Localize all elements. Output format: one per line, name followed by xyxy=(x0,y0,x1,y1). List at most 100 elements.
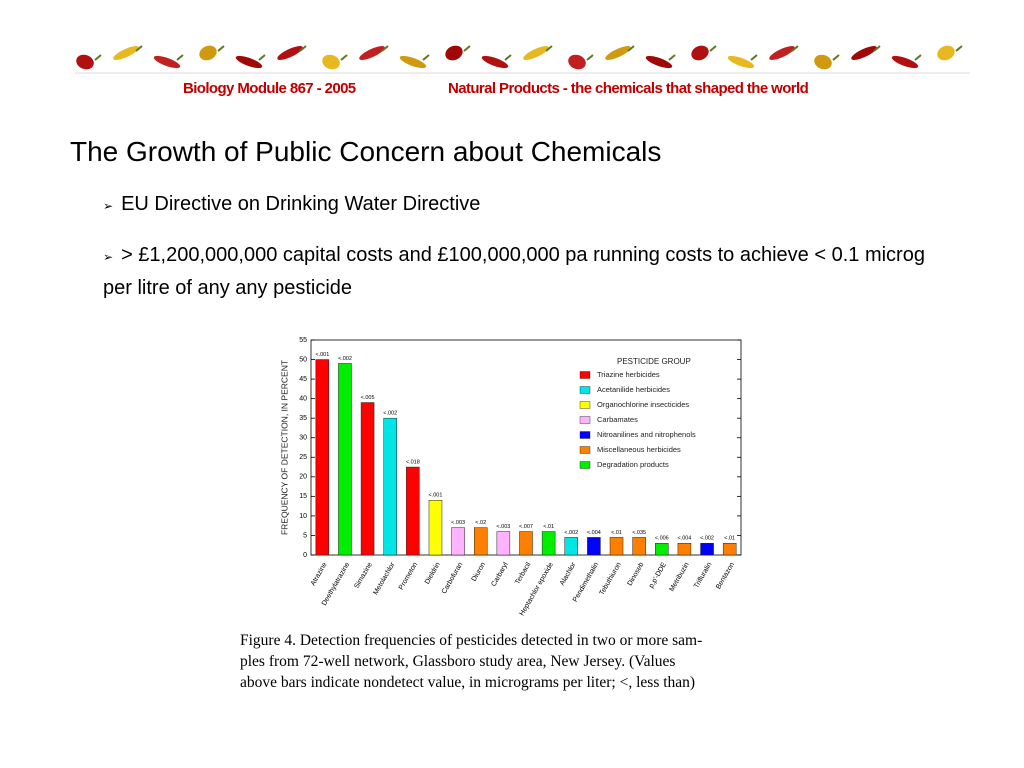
pepper xyxy=(568,54,586,70)
x-tick-label: Pendimethalin xyxy=(572,561,600,603)
legend-label: Degradation products xyxy=(597,460,669,469)
bar xyxy=(722,543,737,556)
pepper xyxy=(691,45,709,61)
legend-label: Triazine herbicides xyxy=(597,370,660,379)
pepper xyxy=(359,46,385,60)
x-tick-label: Simazine xyxy=(353,561,374,590)
pepper xyxy=(937,45,955,61)
x-tick-label: Atrazine xyxy=(310,561,329,587)
bar-annotation: <.004 xyxy=(587,530,601,536)
pepper-stem xyxy=(914,54,922,61)
x-tick-label: Tebuthiuron xyxy=(598,561,622,596)
bar-annotation: <.035 xyxy=(632,530,646,536)
legend-swatch xyxy=(579,461,591,469)
y-tick-label: 50 xyxy=(299,356,307,363)
pepper-stem xyxy=(955,45,963,52)
bar xyxy=(632,537,646,556)
pepper-stem xyxy=(709,45,717,52)
pepper-stem xyxy=(381,45,389,52)
pepper xyxy=(235,55,263,69)
y-tick-label: 20 xyxy=(299,474,307,481)
bullet: ➢ EU Directive on Drinking Water Directiv… xyxy=(103,193,481,215)
legend-swatch xyxy=(579,431,591,439)
pepper-stem xyxy=(545,45,553,52)
y-tick-label: 25 xyxy=(299,454,307,461)
bar xyxy=(338,363,352,556)
caption-line: Figure 4. Detection frequencies of pesti… xyxy=(240,632,703,649)
bar-annotation: <.01 xyxy=(724,536,735,542)
slide-title: The Growth of Public Concern about Chemi… xyxy=(70,136,662,167)
bar xyxy=(655,543,669,556)
bar-annotation: <.003 xyxy=(496,524,510,530)
bar xyxy=(587,537,601,556)
bar xyxy=(564,537,579,556)
pepper xyxy=(769,46,795,60)
bar xyxy=(496,531,511,556)
pepper xyxy=(605,46,631,60)
bullet-text: EU Directive on Drinking Water Directive xyxy=(121,193,481,215)
bar xyxy=(473,527,488,556)
legend-title: PESTICIDE GROUP xyxy=(617,357,691,366)
x-tick-label: p,p'-DDE xyxy=(648,561,668,589)
bar-annotation: <.007 xyxy=(519,524,533,530)
y-tick-label: 0 xyxy=(303,552,307,559)
pepper-stem xyxy=(94,54,102,61)
bar-annotation: <.002 xyxy=(700,536,714,542)
pepper-stem xyxy=(340,54,348,61)
caption-line: above bars indicate nondetect value, in … xyxy=(240,674,696,691)
y-tick-label: 10 xyxy=(299,513,307,520)
legend-swatch xyxy=(579,446,591,454)
bar-annotation: <.001 xyxy=(315,352,329,358)
bar-annotation: <.002 xyxy=(383,411,397,417)
bar-annotation: <.002 xyxy=(564,530,578,536)
pepper-stem xyxy=(791,45,799,52)
bar xyxy=(383,417,397,556)
y-tick-label: 30 xyxy=(299,435,307,442)
x-tick-label: Carbofuran xyxy=(441,561,465,595)
pepper-stem xyxy=(832,54,840,61)
bar-annotation: <.01 xyxy=(611,530,622,536)
pepper xyxy=(727,55,755,69)
pepper-stem xyxy=(586,54,594,61)
pepper xyxy=(153,55,181,69)
bullet-text: > £1,200,000,000 capital costs and £100,… xyxy=(103,244,925,299)
x-tick-label: Metribuzin xyxy=(669,561,691,593)
bar xyxy=(428,500,443,556)
x-tick-label: Alachlor xyxy=(559,561,578,587)
pepper-stem xyxy=(750,54,758,61)
bar xyxy=(406,466,420,556)
bar xyxy=(609,537,624,556)
bar-annotation: <.018 xyxy=(406,459,420,465)
pepper xyxy=(199,45,217,61)
legend-label: Carbamates xyxy=(597,415,638,424)
y-tick-label: 45 xyxy=(299,376,307,383)
x-tick-label: Trifluralin xyxy=(693,561,713,589)
bar-annotation: <.005 xyxy=(361,395,375,401)
bar-annotation: <.02 xyxy=(475,520,486,526)
legend-label: Nitroanilines and nitrophenols xyxy=(597,430,696,439)
y-axis-label: FREQUENCY OF DETECTION, IN PERCENT xyxy=(279,360,289,535)
y-tick-label: 35 xyxy=(299,415,307,422)
pepper-stem xyxy=(176,54,184,61)
pepper xyxy=(481,55,509,69)
pepper xyxy=(445,45,463,61)
bar xyxy=(360,402,375,556)
bar xyxy=(541,531,556,556)
legend-label: Organochlorine insecticides xyxy=(597,400,689,409)
x-tick-label: Dinoseb xyxy=(627,561,646,587)
y-tick-label: 15 xyxy=(299,493,307,500)
x-tick-label: Diuron xyxy=(471,561,487,582)
x-tick-label: Carbaryl xyxy=(490,561,510,588)
pepper xyxy=(113,46,139,60)
bar-annotation: <.003 xyxy=(451,520,465,526)
y-tick-label: 55 xyxy=(299,337,307,344)
header-right: Natural Products - the chemicals that sh… xyxy=(448,80,809,97)
bar xyxy=(677,543,692,556)
figure-caption: Figure 4. Detection frequencies of pesti… xyxy=(240,630,702,693)
bar xyxy=(700,543,714,556)
chart: 0 5 10 15 20 25 30 35 40 45 50 55 FREQUENCY OF DETEC… xyxy=(279,337,742,617)
pepper-stem xyxy=(258,54,266,61)
bar-annotation: <.001 xyxy=(429,493,443,499)
pepper-stem xyxy=(135,45,143,52)
